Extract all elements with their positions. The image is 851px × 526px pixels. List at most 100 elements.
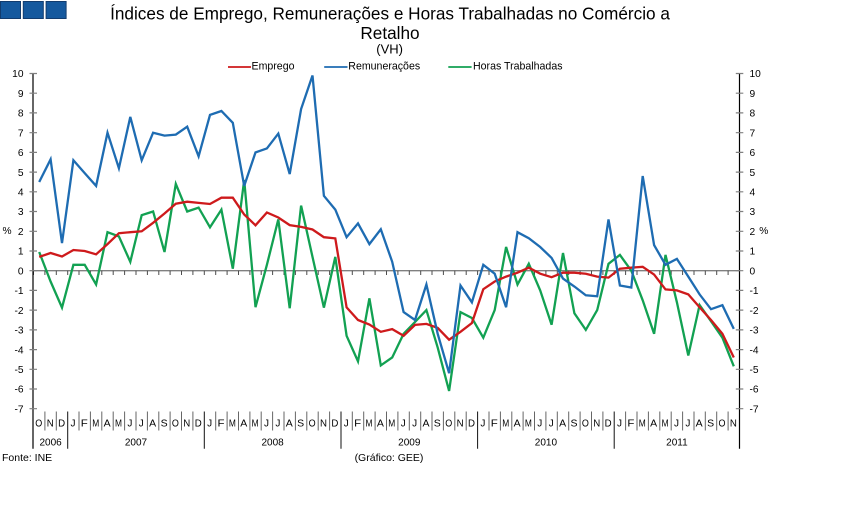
svg-text:A: A [514, 418, 521, 429]
svg-text:D: D [468, 418, 475, 429]
svg-text:J: J [71, 418, 76, 429]
svg-text:Horas Trabalhadas: Horas Trabalhadas [473, 60, 563, 72]
svg-text:%: % [2, 226, 11, 237]
svg-text:Fonte: INE: Fonte: INE [2, 452, 52, 464]
svg-text:M: M [366, 418, 373, 429]
svg-text:2006: 2006 [39, 437, 62, 448]
svg-text:-3: -3 [14, 326, 23, 337]
svg-text:M: M [92, 418, 99, 429]
svg-text:-5: -5 [14, 365, 23, 376]
svg-text:M: M [662, 418, 669, 429]
svg-text:6: 6 [18, 148, 24, 159]
svg-text:M: M [229, 418, 236, 429]
svg-text:N: N [457, 418, 464, 429]
svg-text:-1: -1 [14, 286, 23, 297]
svg-text:9: 9 [18, 89, 24, 100]
svg-text:2008: 2008 [261, 437, 284, 448]
svg-text:M: M [388, 418, 395, 429]
svg-text:J: J [537, 418, 542, 429]
svg-text:O: O [719, 418, 726, 429]
svg-text:7: 7 [750, 128, 756, 139]
svg-text:S: S [161, 418, 168, 429]
svg-text:A: A [423, 418, 430, 429]
svg-text:D: D [195, 418, 202, 429]
svg-text:Emprego: Emprego [252, 60, 295, 72]
svg-text:6: 6 [750, 148, 756, 159]
svg-text:F: F [491, 418, 498, 429]
svg-text:3: 3 [750, 207, 756, 218]
svg-text:S: S [297, 418, 304, 429]
svg-text:J: J [685, 418, 690, 429]
svg-text:D: D [605, 418, 612, 429]
svg-text:J: J [344, 418, 349, 429]
svg-text:2007: 2007 [125, 437, 148, 448]
svg-text:10: 10 [750, 69, 762, 80]
svg-text:-3: -3 [750, 326, 759, 337]
svg-text:J: J [264, 418, 269, 429]
svg-text:Índices de Emprego, Remuneraçõ: Índices de Emprego, Remunerações e Horas… [110, 3, 670, 23]
svg-text:A: A [240, 418, 247, 429]
svg-text:A: A [286, 418, 293, 429]
svg-text:J: J [412, 418, 417, 429]
svg-text:9: 9 [750, 89, 756, 100]
svg-text:S: S [434, 418, 441, 429]
svg-text:-1: -1 [750, 286, 759, 297]
svg-text:F: F [218, 418, 225, 429]
svg-text:0: 0 [750, 266, 756, 277]
svg-text:-6: -6 [750, 385, 759, 396]
svg-text:Retalho: Retalho [360, 23, 419, 43]
svg-text:5: 5 [18, 168, 24, 179]
svg-text:N: N [47, 418, 54, 429]
svg-text:J: J [617, 418, 622, 429]
svg-text:D: D [331, 418, 338, 429]
svg-text:Remunerações: Remunerações [348, 60, 420, 72]
svg-text:J: J [549, 418, 554, 429]
svg-text:J: J [275, 418, 280, 429]
svg-text:J: J [480, 418, 485, 429]
svg-text:4: 4 [750, 188, 756, 199]
svg-text:8: 8 [18, 109, 24, 120]
svg-text:M: M [525, 418, 532, 429]
svg-text:2010: 2010 [535, 437, 558, 448]
svg-text:(VH): (VH) [376, 42, 403, 57]
svg-text:O: O [172, 418, 179, 429]
svg-text:5: 5 [750, 168, 756, 179]
svg-text:1: 1 [750, 247, 756, 258]
svg-text:7: 7 [18, 128, 24, 139]
svg-text:J: J [207, 418, 212, 429]
svg-text:1: 1 [18, 247, 24, 258]
svg-text:A: A [377, 418, 384, 429]
svg-text:0: 0 [18, 266, 24, 277]
svg-text:-4: -4 [750, 345, 759, 356]
svg-text:-2: -2 [750, 306, 759, 317]
svg-text:A: A [650, 418, 657, 429]
svg-text:N: N [320, 418, 327, 429]
svg-text:(Gráfico: GEE): (Gráfico: GEE) [355, 452, 424, 464]
svg-text:4: 4 [18, 188, 24, 199]
svg-text:M: M [115, 418, 122, 429]
svg-text:M: M [639, 418, 646, 429]
svg-text:-5: -5 [750, 365, 759, 376]
svg-text:-4: -4 [14, 345, 23, 356]
svg-text:A: A [149, 418, 156, 429]
svg-text:A: A [559, 418, 566, 429]
svg-text:2009: 2009 [398, 437, 421, 448]
svg-text:-2: -2 [14, 306, 23, 317]
svg-text:F: F [354, 418, 361, 429]
svg-text:2: 2 [750, 227, 756, 238]
svg-text:-7: -7 [750, 404, 759, 415]
svg-text:2011: 2011 [666, 437, 688, 448]
svg-text:M: M [252, 418, 259, 429]
svg-text:2: 2 [18, 227, 24, 238]
svg-text:F: F [81, 418, 88, 429]
svg-text:S: S [571, 418, 578, 429]
svg-text:A: A [696, 418, 703, 429]
svg-text:-7: -7 [14, 404, 23, 415]
svg-text:%: % [759, 226, 768, 237]
svg-text:J: J [127, 418, 132, 429]
svg-text:8: 8 [750, 109, 756, 120]
svg-text:A: A [104, 418, 111, 429]
svg-text:J: J [139, 418, 144, 429]
svg-text:N: N [730, 418, 737, 429]
svg-text:3: 3 [18, 207, 24, 218]
